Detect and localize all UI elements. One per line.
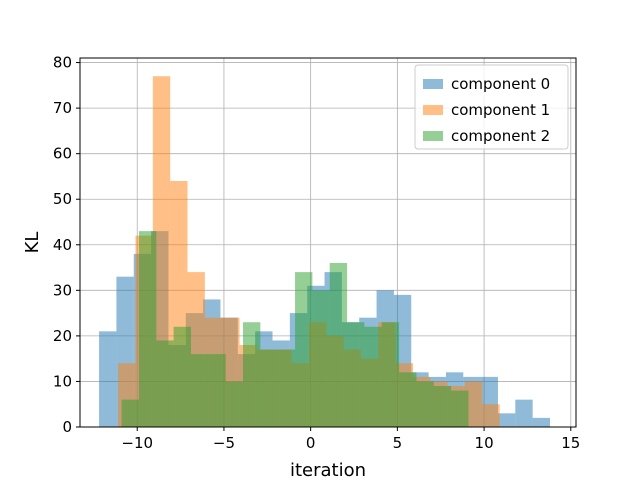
y-axis-label: KL	[22, 232, 43, 254]
histogram-bar	[497, 413, 516, 427]
histogram-bar	[312, 290, 330, 427]
x-tick-label: 10	[475, 434, 494, 452]
histogram-bar	[208, 354, 226, 427]
histogram-bar	[243, 322, 261, 427]
legend-swatch	[423, 131, 443, 141]
x-axis-ticks: −10 −5 0 5 10 15	[121, 427, 580, 452]
legend-swatch	[423, 79, 443, 89]
y-tick-label: 80	[53, 54, 72, 72]
histogram-bar	[190, 354, 209, 427]
x-tick-label: 5	[393, 434, 403, 452]
histogram-bar	[99, 331, 117, 427]
histogram-bars	[99, 76, 550, 427]
histogram-bar	[121, 399, 139, 427]
histogram-bar	[329, 263, 348, 427]
histogram-bar	[532, 417, 550, 427]
histogram-bar	[277, 349, 296, 427]
histogram-bar	[260, 349, 278, 427]
histogram-bar	[225, 381, 244, 427]
x-tick-label: −5	[213, 434, 235, 452]
legend-swatch	[423, 105, 443, 115]
legend-box	[414, 64, 569, 150]
y-tick-label: 0	[62, 418, 72, 436]
histogram-bar	[138, 231, 157, 427]
histogram-bar	[173, 326, 191, 427]
histogram-bar	[152, 76, 171, 427]
histogram-bar	[295, 272, 313, 427]
histogram-bar	[451, 390, 469, 427]
y-tick-label: 40	[53, 236, 72, 254]
y-axis-ticks: 0 10 20 30 40 50 60 70 80	[53, 54, 80, 436]
x-tick-label: 0	[306, 434, 316, 452]
histogram-bar	[381, 322, 400, 427]
y-tick-label: 60	[53, 145, 72, 163]
histogram-bar	[465, 381, 483, 427]
y-tick-label: 30	[53, 281, 72, 299]
x-tick-label: 15	[561, 434, 580, 452]
histogram-bar	[515, 399, 533, 427]
histogram-bar	[364, 326, 382, 427]
histogram-bar	[416, 381, 434, 427]
y-tick-label: 10	[53, 372, 72, 390]
histogram-bar	[347, 322, 365, 427]
legend: component 0 component 1 component 2	[414, 64, 569, 150]
y-tick-label: 50	[53, 190, 72, 208]
histogram-bar	[482, 404, 500, 427]
histogram-bar	[156, 340, 174, 427]
plot-frame	[79, 57, 577, 428]
series-2-bars	[121, 231, 469, 427]
x-axis-label: iteration	[290, 460, 366, 480]
y-tick-label: 70	[53, 99, 72, 117]
x-tick-label: −10	[121, 434, 153, 452]
y-tick-label: 20	[53, 327, 72, 345]
histogram-bar	[399, 372, 417, 427]
legend-entry-label: component 1	[451, 101, 550, 119]
legend-entry-label: component 0	[451, 75, 550, 93]
legend-entry-label: component 2	[451, 127, 550, 145]
histogram-bar	[433, 386, 452, 427]
